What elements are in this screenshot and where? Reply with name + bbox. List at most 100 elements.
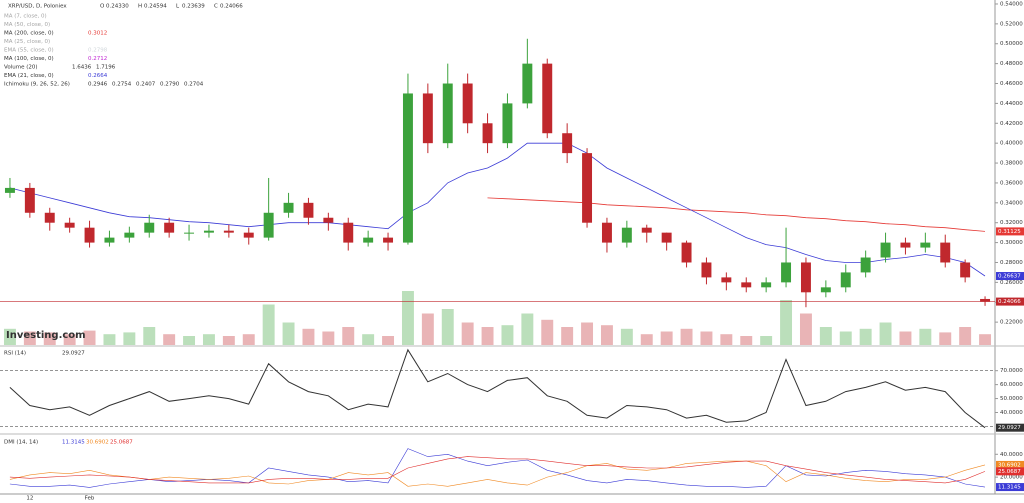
candle-body [721, 277, 732, 283]
value-box-label: 29.0927 [998, 425, 1021, 431]
value-box [996, 227, 1024, 236]
y-tick-label: 50.0000 [1000, 396, 1023, 402]
volume-bar [501, 325, 514, 345]
readout-value: 0.24066 [220, 4, 243, 10]
candle-body [223, 230, 234, 233]
volume-bar [859, 328, 872, 345]
volume-bar [382, 336, 395, 345]
y-tick-label: 0.36000 [1000, 180, 1023, 186]
pane-legend-value: 11.3145 [62, 440, 85, 446]
value-box-label: 0.26637 [998, 274, 1021, 280]
indicator-value: 0.2407 [136, 82, 156, 88]
volume-bar [839, 331, 852, 345]
candle-body [383, 237, 394, 243]
value-box [996, 297, 1024, 306]
candle-body [980, 298, 991, 302]
volume-bar [143, 327, 156, 345]
candle-body [601, 222, 612, 243]
volume-bar [760, 336, 773, 345]
indicator-legend: MA (25, close, 0) [4, 39, 50, 45]
volume-bar [919, 328, 932, 345]
candle-body [124, 232, 135, 238]
volume-bar [242, 334, 255, 345]
pane-legend-value: 30.6902 [86, 440, 109, 446]
volume-bar [959, 327, 972, 345]
candle-body [502, 103, 513, 144]
y-tick-label: 0.52000 [1000, 21, 1023, 27]
indicator-legend: EMA (21, close, 0) [4, 73, 54, 79]
readout-key: O [100, 4, 105, 10]
value-box [996, 483, 1024, 492]
chart-title: XRP/USD, D, Poloniex [8, 4, 67, 10]
volume-bar [43, 332, 56, 345]
y-tick-label: 0.46000 [1000, 81, 1023, 87]
readout-key: H [138, 4, 142, 10]
indicator-value: 0.2754 [112, 82, 132, 88]
volume-bar [660, 331, 673, 345]
indicator-legend: MA (100, close, 0) [4, 56, 54, 62]
candle-body [800, 262, 811, 293]
y-tick-label: 0.50000 [1000, 41, 1023, 47]
indicator-value: 0.2664 [88, 73, 108, 79]
candle-body [24, 187, 35, 213]
volume-bar [322, 331, 335, 345]
indicator-legend: MA (7, close, 0) [4, 14, 47, 20]
indicator-legend: EMA (55, close, 0) [4, 48, 54, 54]
volume-bar [561, 327, 574, 345]
candle-body [64, 222, 75, 228]
volume-bar [879, 322, 892, 345]
volume-bar [83, 330, 96, 345]
y-tick-label: 0.42000 [1000, 121, 1023, 127]
readout-key: L [176, 4, 180, 10]
candle-body [4, 187, 15, 193]
candle-body [482, 123, 493, 144]
candle-body [681, 242, 692, 263]
volume-bar [541, 319, 554, 345]
candle-body [164, 222, 175, 233]
x-tick-label: 12 [26, 496, 33, 502]
candle-body [343, 222, 354, 243]
volume-bar [342, 327, 355, 345]
readout-value: 0.24594 [144, 4, 167, 10]
y-tick-label: 40.0000 [1000, 410, 1023, 416]
y-tick-label: 0.40000 [1000, 141, 1023, 147]
indicator-value: 0.2704 [184, 82, 204, 88]
indicator-value: 0.2712 [88, 56, 107, 62]
candle-body [641, 227, 652, 233]
indicator-line [9, 448, 986, 488]
candle-body [522, 63, 533, 104]
watermark: Investing.com [6, 330, 86, 341]
value-box [996, 460, 1024, 469]
volume-bar [302, 328, 315, 345]
candle-body [323, 217, 334, 223]
candle-body [84, 227, 95, 243]
volume-bar [581, 322, 594, 345]
volume-bar [362, 334, 375, 345]
value-box-label: 0.24066 [998, 299, 1021, 305]
candle-body [860, 257, 871, 273]
candle-body [661, 232, 672, 243]
readout-key: C [214, 4, 218, 10]
volume-bar [600, 325, 613, 345]
candle-body [840, 272, 851, 288]
volume-bar [183, 336, 196, 345]
indicator-line [9, 348, 986, 429]
candle-body [820, 287, 831, 293]
candle-body [741, 282, 752, 288]
readout-value: 0.24330 [106, 4, 129, 10]
volume-bar [640, 334, 653, 345]
moving-average-line [487, 197, 986, 232]
volume-bar [123, 332, 136, 345]
volume-bar [23, 331, 36, 345]
volume-bar [680, 328, 693, 345]
value-box [996, 467, 1024, 476]
y-tick-label: 60.0000 [1000, 382, 1023, 388]
volume-bar [103, 334, 116, 345]
candle-body [880, 242, 891, 258]
indicator-value: 0.2946 [88, 82, 108, 88]
y-tick-label: 0.44000 [1000, 101, 1023, 107]
indicator-legend: MA (50, close, 0) [4, 22, 50, 28]
candle-body [960, 262, 971, 278]
x-tick-label: Feb [85, 496, 95, 502]
candle-body [562, 133, 573, 154]
